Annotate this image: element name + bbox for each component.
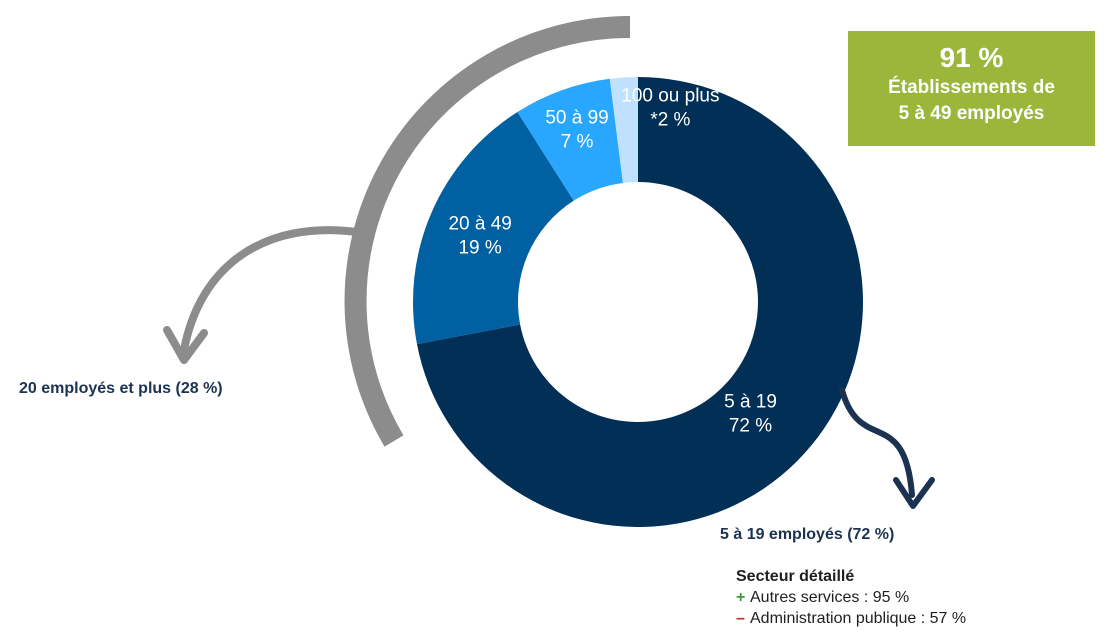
donut-slices [413,77,863,527]
donut-slice [413,112,574,345]
slice-value-label: *2 % [650,109,690,130]
callout-line1: Établissements de [888,77,1055,98]
detail-item-label: Autres services : 95 % [750,589,910,606]
slice-value-label: 19 % [458,238,501,259]
donut-slice [609,77,638,183]
callout-value: 91 % [939,42,1004,73]
slice-value-label: 7 % [561,132,594,153]
plus-icon: + [736,589,746,606]
gray-arrow [180,226,361,354]
navy-arrow [839,387,915,498]
group-arc-20-plus [344,15,631,447]
minus-icon: – [736,610,745,627]
donut-labels: 5 à 19 72 % 20 à 49 19 % 50 à 99 7 % 100 ou pl… [448,85,776,436]
slice-category-label: 50 à 99 [545,108,608,129]
annotation-group-right: 5 à 19 employés (72 %) [720,526,895,543]
callout-box: 91 % Établissements de 5 à 49 employés [848,31,1095,146]
donut-slice [416,77,863,527]
callout-line2: 5 à 49 employés [898,103,1045,124]
detail-item-minus: – Administration publique : 57 % [736,608,966,629]
detail-section: Secteur détaillé + Autres services : 95 %… [736,566,966,629]
detail-title: Secteur détaillé [736,568,855,585]
slice-value-label: 72 % [729,416,772,437]
donut-slice [517,78,623,201]
slice-category-label: 100 ou plus [621,85,719,106]
slice-category-label: 20 à 49 [448,214,511,235]
slice-category-label: 5 à 19 [724,392,777,413]
detail-item-label: Administration publique : 57 % [750,610,967,627]
detail-item-plus: + Autres services : 95 % [736,587,966,608]
annotation-group-left: 20 employés et plus (28 %) [19,380,223,397]
navy-arrowhead [893,477,935,509]
gray-arrowhead [163,326,208,364]
